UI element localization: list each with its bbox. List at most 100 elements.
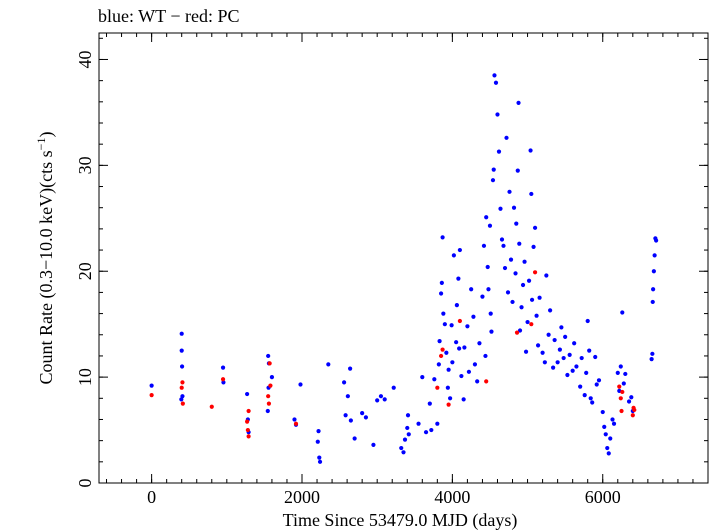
data-point-wt (352, 436, 357, 441)
data-point-wt (574, 364, 579, 369)
data-point-pc (484, 379, 489, 384)
data-point-wt (454, 340, 459, 345)
data-point-pc (529, 322, 534, 327)
data-points (149, 73, 659, 464)
data-point-wt (502, 265, 508, 271)
data-point-pc (619, 408, 624, 414)
data-point-wt (582, 393, 587, 398)
data-point-wt (438, 291, 444, 296)
data-point-wt (587, 348, 592, 353)
x-tick-label: 2000 (284, 487, 320, 507)
data-point-wt (559, 325, 564, 330)
data-point-wt (298, 382, 303, 387)
data-point-wt (606, 451, 611, 456)
data-point-wt (317, 459, 323, 464)
data-point-pc (209, 404, 214, 409)
data-point-pc (440, 347, 445, 352)
data-point-wt (292, 417, 297, 422)
data-point-wt (245, 391, 250, 397)
data-point-wt (427, 401, 432, 406)
data-point-wt (465, 324, 470, 329)
data-point-wt (221, 380, 226, 385)
data-point-wt (401, 450, 406, 455)
data-point-wt (375, 398, 380, 403)
data-point-wt (382, 397, 387, 402)
data-point-wt (179, 331, 184, 336)
data-point-wt (405, 413, 411, 418)
data-point-wt (266, 353, 271, 359)
data-point-wt (439, 280, 444, 285)
data-point-wt (492, 73, 497, 78)
data-point-wt (391, 385, 396, 390)
data-point-pc (630, 413, 635, 418)
data-point-pc (532, 270, 538, 275)
data-point-wt (546, 332, 551, 337)
data-point-wt (477, 341, 482, 346)
x-tick-label: 6000 (585, 487, 621, 507)
data-point-wt (516, 100, 521, 105)
data-point-wt (585, 318, 590, 324)
data-point-wt (459, 373, 464, 379)
series-pc (149, 270, 637, 439)
data-point-wt (450, 360, 455, 365)
data-point-wt (416, 421, 421, 426)
data-point-pc (149, 393, 154, 398)
data-point-wt (445, 385, 450, 390)
data-point-wt (440, 235, 445, 240)
data-point-wt (469, 287, 474, 292)
data-point-wt (544, 273, 549, 278)
data-point-wt (402, 437, 408, 442)
data-point-wt (429, 427, 434, 433)
y-axis-label-close: ) (36, 132, 57, 138)
data-point-wt (650, 351, 655, 356)
data-point-wt (499, 237, 505, 242)
data-point-wt (449, 323, 454, 328)
data-point-wt (315, 439, 320, 444)
data-point-wt (316, 429, 321, 434)
data-point-wt (654, 238, 659, 243)
data-point-wt (457, 247, 462, 253)
data-point-wt (515, 168, 520, 173)
y-axis-ticks: 0 10 20 30 40 (75, 37, 708, 488)
data-point-wt (501, 243, 506, 248)
data-point-wt (620, 310, 625, 315)
data-point-wt (371, 442, 376, 447)
data-point-wt (504, 135, 509, 140)
data-point-wt (480, 294, 485, 299)
data-point-wt (149, 383, 154, 388)
data-point-wt (363, 415, 369, 420)
data-point-wt (405, 425, 410, 431)
data-point-wt (565, 372, 570, 378)
data-point-wt (491, 167, 496, 172)
data-point-wt (596, 378, 602, 383)
data-point-wt (432, 377, 437, 382)
data-point-wt (605, 445, 610, 451)
data-point-wt (436, 362, 441, 367)
data-point-wt (269, 375, 275, 380)
data-point-wt (540, 350, 545, 355)
data-point-wt (557, 347, 562, 352)
data-point-wt (561, 355, 566, 361)
data-point-wt (423, 430, 429, 435)
data-point-wt (652, 253, 657, 258)
data-point-pc (617, 384, 622, 389)
data-point-pc (180, 401, 185, 406)
data-point-wt (651, 287, 656, 292)
data-point-wt (615, 370, 620, 375)
data-point-wt (179, 348, 184, 353)
y-tick-label: 40 (75, 50, 95, 68)
data-point-wt (446, 367, 451, 372)
data-point-wt (456, 276, 461, 281)
data-point-wt (626, 399, 632, 404)
data-point-wt (618, 364, 623, 369)
data-point-wt (621, 381, 626, 386)
data-point-pc (618, 396, 623, 401)
data-point-pc (435, 385, 440, 390)
data-point-wt (535, 343, 541, 348)
data-point-wt (551, 365, 556, 370)
data-point-pc (266, 394, 271, 399)
data-point-wt (507, 189, 512, 194)
x-tick-label: 0 (147, 487, 156, 507)
x-tick-label: 4000 (434, 487, 470, 507)
data-point-pc (268, 383, 273, 388)
